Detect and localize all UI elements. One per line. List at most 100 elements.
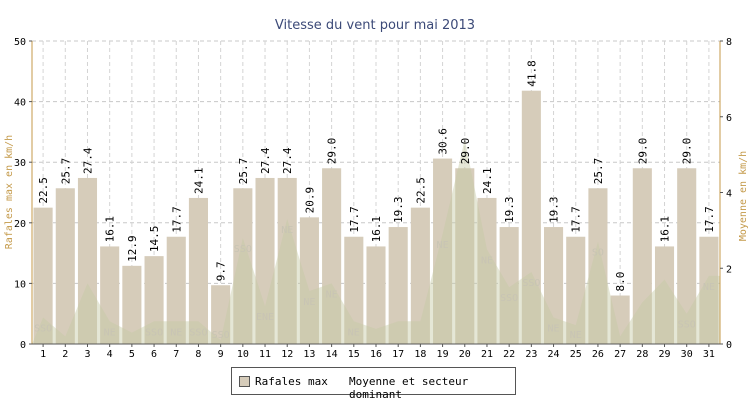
x-tick-label-10: 10 <box>237 349 249 360</box>
bar-value-label-27: 8.0 <box>614 272 627 292</box>
sector-label-26: SO <box>592 248 604 259</box>
x-tick-label-6: 6 <box>151 349 157 360</box>
bar-value-label-5: 12.9 <box>126 235 139 262</box>
x-tick-label-8: 8 <box>195 349 201 360</box>
x-tick-label-1: 1 <box>40 349 46 360</box>
sector-label-13: NE <box>303 297 315 308</box>
chart-title: Vitesse du vent pour mai 2013 <box>275 18 475 33</box>
x-tick-label-31: 31 <box>703 349 715 360</box>
bar-value-label-6: 14.5 <box>148 226 161 253</box>
x-tick-label-14: 14 <box>326 349 338 360</box>
bar-value-label-29: 16.1 <box>659 216 672 243</box>
y-tick-label-left: 10 <box>14 279 26 290</box>
sector-label-1: SSO <box>34 323 52 334</box>
sector-label-11: ENE <box>256 312 274 323</box>
sector-label-4: NE <box>104 327 116 338</box>
sector-label-10: SSO <box>234 244 252 255</box>
bar-value-label-28: 29.0 <box>636 138 649 165</box>
x-tick-label-12: 12 <box>281 349 293 360</box>
bar-value-label-18: 22.5 <box>414 177 427 204</box>
legend-swatch-bars <box>239 376 250 387</box>
x-tick-label-5: 5 <box>129 349 135 360</box>
sector-label-9: SSO <box>212 330 230 341</box>
y-tick-label-right: 8 <box>726 37 732 48</box>
sector-label-14: NE <box>326 289 338 300</box>
bar-value-label-8: 24.1 <box>192 167 205 194</box>
x-tick-label-11: 11 <box>259 349 271 360</box>
x-tick-label-25: 25 <box>570 349 582 360</box>
bar-value-label-14: 29.0 <box>326 138 339 165</box>
bar-value-label-7: 17.7 <box>170 206 183 233</box>
bar-value-label-1: 22.5 <box>37 177 50 204</box>
y-tick-label-left: 40 <box>14 98 26 109</box>
sector-label-30: SSO <box>678 320 696 331</box>
x-tick-label-17: 17 <box>392 349 404 360</box>
x-tick-label-4: 4 <box>107 349 113 360</box>
bar-value-label-31: 17.7 <box>703 206 716 233</box>
bar-value-label-26: 25.7 <box>592 158 605 185</box>
y-axis-label-left: Rafales max en km/h <box>4 135 15 249</box>
x-tick-label-19: 19 <box>437 349 449 360</box>
x-tick-label-7: 7 <box>173 349 179 360</box>
x-tick-label-13: 13 <box>303 349 315 360</box>
bar-value-label-13: 20.9 <box>303 187 316 214</box>
sector-label-8: SSO <box>189 327 207 338</box>
x-tick-label-21: 21 <box>481 349 493 360</box>
bar-value-label-11: 27.4 <box>259 147 272 174</box>
x-tick-label-15: 15 <box>348 349 360 360</box>
bar-value-label-20: 29.0 <box>459 138 472 165</box>
y-tick-label-right: 0 <box>726 340 732 351</box>
y-axis-label-right: Moyenne en km/h <box>738 151 749 241</box>
sector-label-24: NE <box>548 323 560 334</box>
bar-value-label-15: 17.7 <box>348 206 361 233</box>
y-tick-label-right: 2 <box>726 264 732 275</box>
y-tick-label-right: 4 <box>726 189 732 200</box>
legend-label-area: Moyenne et secteur dominant <box>349 375 515 401</box>
x-tick-label-28: 28 <box>636 349 648 360</box>
x-tick-label-20: 20 <box>459 349 471 360</box>
y-tick-label-left: 0 <box>20 340 26 351</box>
x-tick-label-9: 9 <box>218 349 224 360</box>
sector-label-31: NE <box>703 282 715 293</box>
bar-value-label-16: 16.1 <box>370 216 383 243</box>
bar-value-label-21: 24.1 <box>481 167 494 194</box>
x-tick-label-23: 23 <box>525 349 537 360</box>
bar-value-label-19: 30.6 <box>437 128 450 155</box>
bar-value-label-2: 25.7 <box>59 158 72 185</box>
bar-value-label-25: 17.7 <box>570 206 583 233</box>
sector-label-22: SSO <box>500 293 518 304</box>
bar-value-label-4: 16.1 <box>104 216 117 243</box>
bar-value-label-3: 27.4 <box>81 147 94 174</box>
sector-label-23: SSO <box>522 278 540 289</box>
x-tick-label-16: 16 <box>370 349 382 360</box>
x-tick-label-2: 2 <box>62 349 68 360</box>
sector-label-21: NE <box>481 255 493 266</box>
bar-value-label-10: 25.7 <box>237 158 250 185</box>
sector-label-7: NE <box>170 327 182 338</box>
bar-value-label-22: 19.3 <box>503 197 516 224</box>
sector-label-6: SSO <box>145 327 163 338</box>
sector-label-15: NE <box>348 327 360 338</box>
sector-label-25: NE <box>570 330 582 341</box>
x-tick-label-27: 27 <box>614 349 626 360</box>
x-tick-label-26: 26 <box>592 349 604 360</box>
legend: Rafales max Moyenne et secteur dominant <box>231 367 516 395</box>
bar-value-label-17: 19.3 <box>392 197 405 224</box>
sector-label-12: NE <box>281 225 293 236</box>
bar-value-label-23: 41.8 <box>525 60 538 87</box>
sector-label-19: NE <box>437 240 449 251</box>
x-tick-label-3: 3 <box>84 349 90 360</box>
bar-value-label-30: 29.0 <box>681 138 694 165</box>
legend-label-bars: Rafales max <box>255 375 328 388</box>
x-tick-label-24: 24 <box>548 349 560 360</box>
y-tick-label-left: 20 <box>14 219 26 230</box>
y-tick-label-left: 50 <box>14 37 26 48</box>
x-tick-label-22: 22 <box>503 349 515 360</box>
x-tick-label-30: 30 <box>681 349 693 360</box>
bar-value-label-12: 27.4 <box>281 147 294 174</box>
x-tick-label-29: 29 <box>658 349 670 360</box>
bar-value-label-9: 9.7 <box>215 261 228 281</box>
bar-value-label-24: 19.3 <box>548 197 561 224</box>
